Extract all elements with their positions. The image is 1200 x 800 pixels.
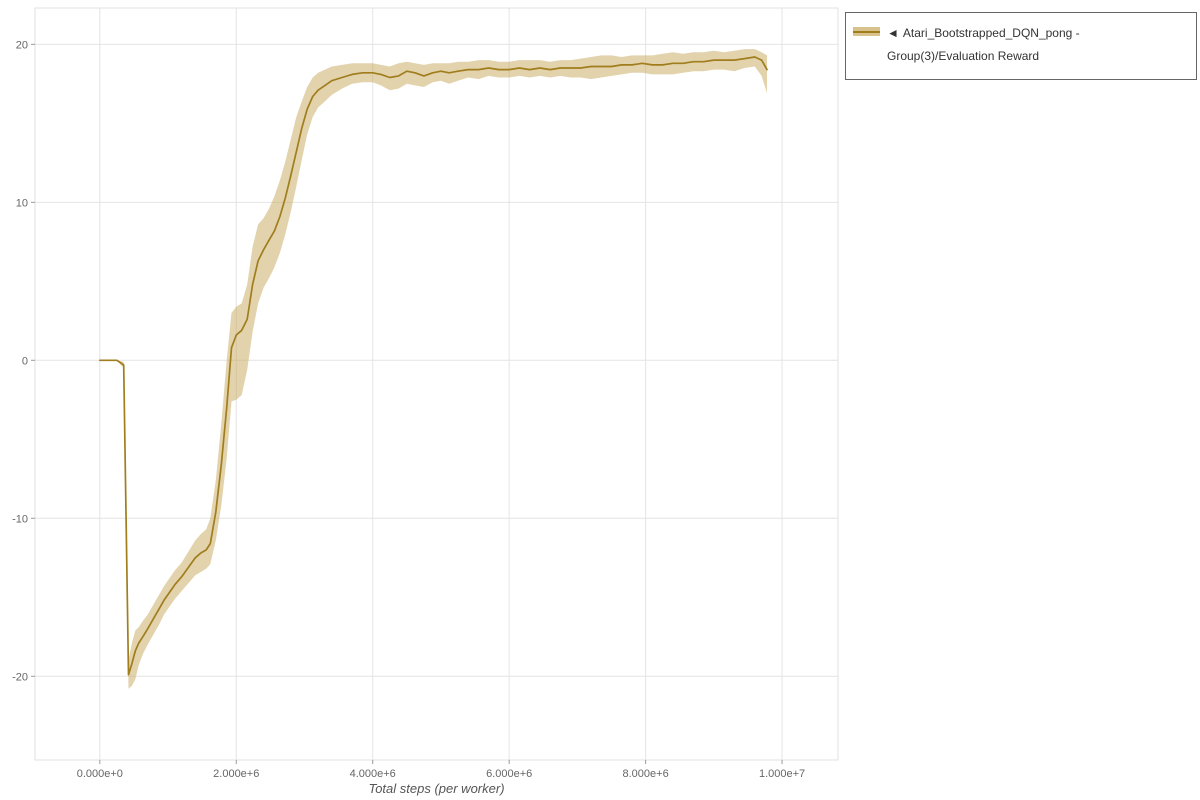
confidence-band [99,49,768,689]
gridlines [35,8,838,760]
plot-area [34,7,839,761]
x-tick-label: 0.000e+0 [77,768,123,780]
tick-marks [31,43,783,764]
y-tick-label: 20 [16,39,28,51]
x-axis-title: Total steps (per worker) [368,781,505,796]
x-tick-label: 1.000e+7 [759,768,805,780]
legend-series-name: Atari_Bootstrapped_DQN_pong - Group(3)/E… [887,26,1080,63]
legend[interactable]: ◄ Atari_Bootstrapped_DQN_pong - Group(3)/… [845,12,1197,80]
y-tick-label: -10 [12,513,28,525]
legend-line-sample-stroke [853,30,880,33]
y-tick-label: -20 [12,671,28,683]
x-tick-labels: 0.000e+0 2.000e+6 4.000e+6 6.000e+6 8.000e+6… [77,768,805,780]
y-tick-label: 0 [22,355,28,367]
legend-label: ◄ Atari_Bootstrapped_DQN_pong - Group(3)/… [887,22,1188,68]
y-tick-label: 10 [16,197,28,209]
legend-line-sample [853,27,880,36]
legend-collapse-icon[interactable]: ◄ [887,26,899,40]
reward-line [98,56,768,676]
x-tick-label: 2.000e+6 [213,768,259,780]
x-tick-label: 4.000e+6 [350,768,396,780]
x-tick-label: 8.000e+6 [623,768,669,780]
x-tick-label: 6.000e+6 [486,768,532,780]
y-tick-labels: -20 -10 0 10 20 [12,39,28,683]
